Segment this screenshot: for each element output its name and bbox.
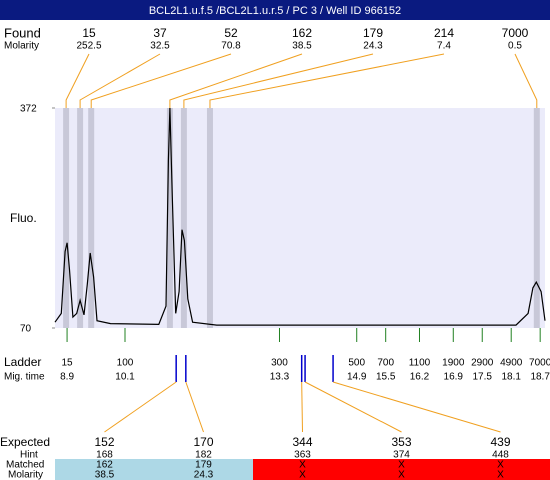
ladder-time: 16.2	[410, 372, 430, 383]
ladder-size: 500	[348, 358, 365, 369]
expected-matched: X	[497, 460, 504, 471]
peak-band	[180, 108, 187, 328]
expected-leader	[301, 381, 303, 433]
molarity-label: Molarity	[4, 41, 39, 52]
match-cell	[55, 459, 155, 480]
expected-molarity: 24.3	[194, 470, 214, 480]
ladder-size: 15	[62, 358, 74, 369]
found-size: 52	[224, 26, 238, 40]
expected-expected: 170	[193, 435, 213, 449]
ladder-time: 18.1	[501, 372, 521, 383]
row-label: Matched	[6, 460, 44, 471]
plot-area	[55, 108, 545, 328]
y-axis-label: Fluo.	[10, 211, 37, 225]
ladder-size: 700	[377, 358, 394, 369]
expected-leader	[185, 381, 204, 433]
header-bar	[0, 0, 550, 20]
ladder-time: 8.9	[60, 372, 74, 383]
peak-band	[533, 108, 540, 328]
expected-molarity: X	[497, 470, 504, 480]
match-cell	[352, 459, 452, 480]
expected-molarity: X	[299, 470, 306, 480]
found-label: Found	[4, 25, 41, 40]
peak-band	[77, 108, 84, 328]
expected-matched: 179	[195, 460, 212, 471]
peak-leader	[65, 53, 90, 108]
expected-expected: 439	[490, 435, 510, 449]
ladder-size: 4900	[500, 358, 523, 369]
peak-leader	[183, 53, 374, 108]
expected-molarity: 38.5	[95, 470, 115, 480]
ladder-time: 18.7	[530, 372, 550, 383]
ladder-time: 17.5	[473, 372, 493, 383]
expected-hint: 168	[96, 450, 113, 461]
peak-leader	[209, 53, 445, 108]
expected-leader	[332, 381, 501, 433]
y-tick-label: 70	[20, 324, 32, 335]
expected-leader	[304, 381, 402, 433]
expected-hint: 374	[393, 450, 410, 461]
ladder-size: 1100	[409, 358, 431, 369]
ladder-time: 10.1	[115, 372, 135, 383]
mig-time-label: Mig. time	[4, 372, 45, 383]
found-molarity: 24.3	[363, 41, 383, 52]
match-cell	[451, 459, 550, 480]
row-label: Molarity	[8, 470, 43, 480]
found-size: 214	[434, 26, 454, 40]
ladder-size: 2900	[471, 358, 494, 369]
y-tick-label: 372	[20, 104, 37, 115]
found-molarity: 32.5	[150, 41, 170, 52]
found-size: 7000	[502, 26, 529, 40]
peak-leader	[90, 53, 232, 108]
peak-band	[206, 108, 213, 328]
ladder-time: 15.5	[376, 372, 396, 383]
ladder-label: Ladder	[4, 355, 41, 369]
expected-molarity: X	[398, 470, 405, 480]
row-label: Expected	[0, 435, 50, 449]
expected-expected: 344	[292, 435, 312, 449]
found-size: 162	[292, 26, 312, 40]
match-cell	[253, 459, 353, 480]
found-molarity: 252.5	[76, 41, 101, 52]
expected-hint: 182	[195, 450, 212, 461]
found-size: 179	[363, 26, 383, 40]
header-title: BCL2L1.u.f.5 /BCL2L1.u.r.5 / PC 3 / Well…	[149, 5, 401, 17]
expected-leader	[104, 381, 177, 433]
expected-hint: 363	[294, 450, 311, 461]
peak-leader	[169, 53, 303, 108]
match-cell	[154, 459, 254, 480]
ladder-size: 1900	[442, 358, 465, 369]
expected-expected: 353	[391, 435, 411, 449]
peak-band	[63, 108, 70, 328]
peak-band	[166, 108, 173, 328]
found-molarity: 38.5	[292, 41, 312, 52]
expected-matched: 162	[96, 460, 113, 471]
ladder-size: 300	[271, 358, 288, 369]
ladder-size: 7000	[529, 358, 550, 369]
expected-hint: 448	[492, 450, 509, 461]
found-molarity: 7.4	[437, 41, 451, 52]
found-size: 37	[153, 26, 167, 40]
ladder-size: 100	[117, 358, 134, 369]
row-label: Hint	[20, 450, 38, 461]
found-size: 15	[82, 26, 96, 40]
trace	[54, 107, 546, 326]
found-molarity: 0.5	[508, 41, 522, 52]
peak-band	[88, 108, 95, 328]
expected-matched: X	[299, 460, 306, 471]
ladder-time: 16.9	[444, 372, 464, 383]
expected-matched: X	[398, 460, 405, 471]
ladder-time: 14.9	[347, 372, 367, 383]
found-molarity: 70.8	[221, 41, 241, 52]
peak-leader	[514, 53, 538, 108]
expected-expected: 152	[94, 435, 114, 449]
ladder-time: 13.3	[270, 372, 290, 383]
peak-leader	[79, 53, 161, 108]
